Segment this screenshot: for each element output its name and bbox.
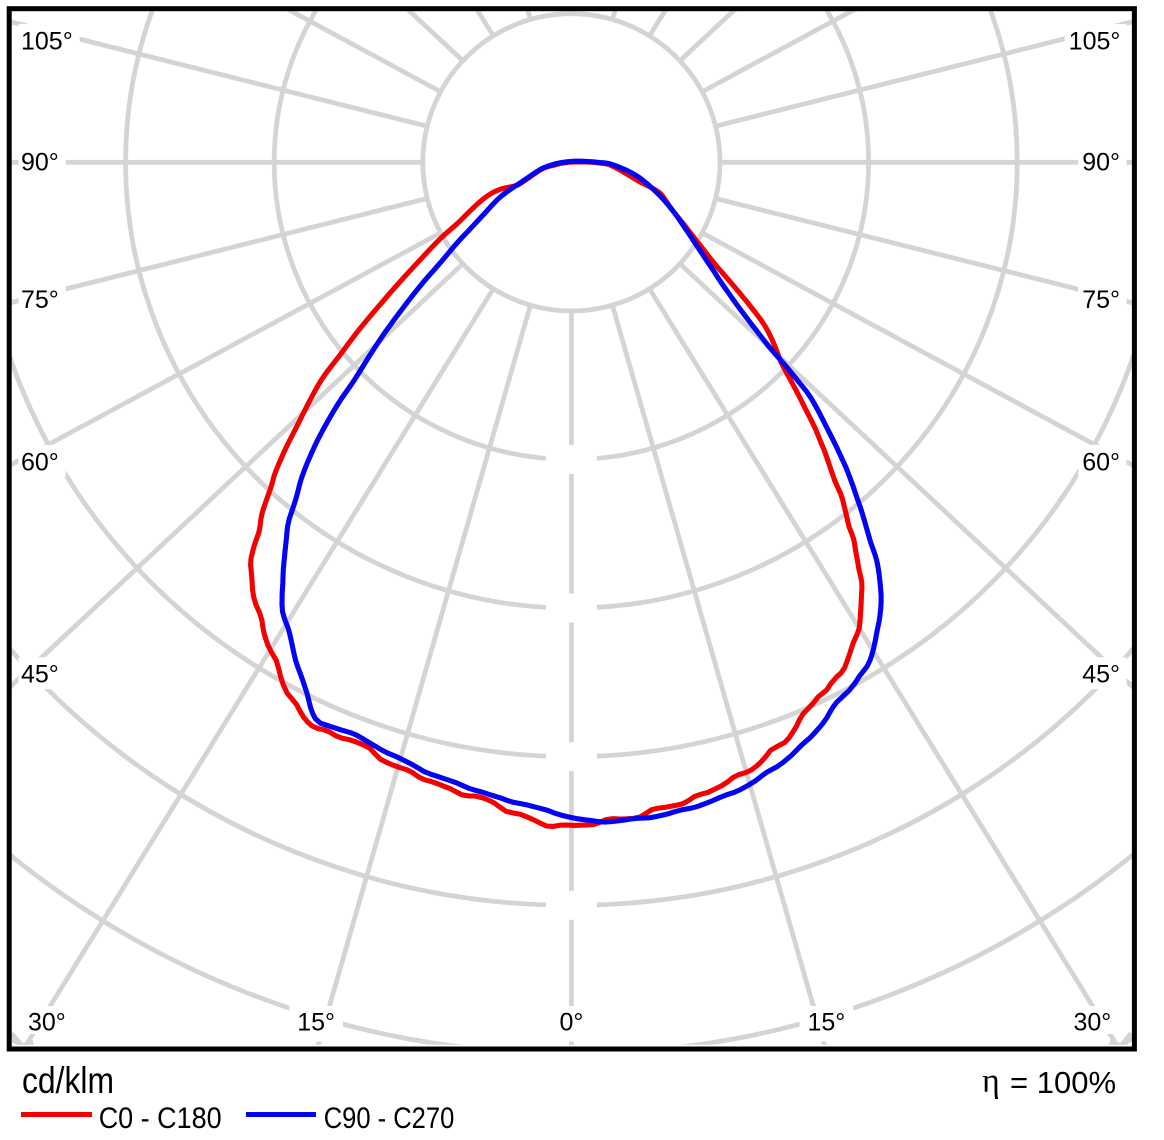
svg-text:105°: 105° [21,28,73,56]
svg-text:30°: 30° [28,1008,66,1036]
svg-text:C90 - C270: C90 - C270 [324,1102,455,1135]
svg-text:30°: 30° [1074,1008,1112,1036]
svg-text:90°: 90° [1082,148,1120,176]
svg-text:15°: 15° [808,1008,846,1036]
svg-text:45°: 45° [21,661,59,689]
svg-text:90°: 90° [21,148,59,176]
svg-text:cd/klm: cd/klm [22,1060,114,1101]
svg-text:60°: 60° [21,448,59,476]
svg-text:0°: 0° [559,1008,583,1036]
svg-text:15°: 15° [297,1008,335,1036]
svg-text:105°: 105° [1069,28,1121,56]
svg-text:75°: 75° [21,286,59,314]
svg-text:75°: 75° [1082,286,1120,314]
svg-text:= 100%: = 100% [1010,1065,1116,1100]
svg-text:60°: 60° [1082,448,1120,476]
svg-text:η: η [982,1063,1000,1100]
svg-text:45°: 45° [1082,661,1120,689]
svg-text:C0 - C180: C0 - C180 [99,1102,222,1135]
